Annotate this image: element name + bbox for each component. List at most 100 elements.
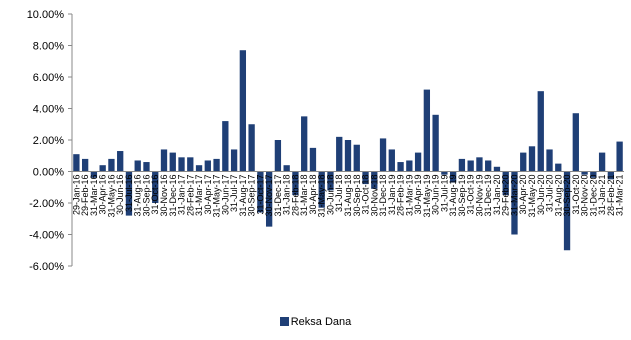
- bar: [520, 152, 527, 172]
- x-tick-label: 29-Jan-16: [71, 175, 81, 216]
- bar: [423, 89, 431, 172]
- bar: [125, 171, 133, 216]
- bar: [458, 158, 466, 172]
- x-tick-label: 30-Nov-20: [580, 175, 590, 217]
- bar: [555, 163, 562, 172]
- bar: [178, 157, 185, 172]
- x-tick-label: 31-Jan-21: [597, 175, 607, 216]
- bar: [441, 171, 448, 175]
- bar: [598, 152, 606, 172]
- x-tick-label: 31-Mar-19: [404, 175, 414, 217]
- bar: [546, 149, 553, 172]
- bar: [213, 158, 220, 172]
- bar: [195, 165, 203, 172]
- bar: [537, 91, 544, 172]
- x-tick-label: 30-Nov-16: [159, 175, 169, 217]
- x-tick-label: 31-Jul-18: [334, 175, 344, 213]
- legend-swatch: [279, 317, 289, 326]
- x-tick-label: 30-Sep-20: [562, 175, 572, 217]
- y-tick-label: 6.00%: [33, 72, 64, 84]
- bar: [502, 171, 509, 196]
- x-tick-label: 31-Jan-19: [387, 175, 397, 216]
- x-tick-label: 30-Sep-19: [457, 175, 467, 217]
- x-tick-label: 31-Jul-17: [229, 175, 239, 213]
- bar: [274, 140, 282, 172]
- bar: [73, 154, 80, 172]
- bar: [283, 165, 290, 172]
- bar: [485, 160, 492, 172]
- bar: [327, 171, 334, 191]
- x-tick-label: 30-Apr-18: [308, 175, 318, 215]
- bar: [160, 149, 168, 172]
- x-tick-label: 30-Sep-16: [141, 175, 151, 217]
- x-tick-label: 31-Jul-19: [439, 175, 449, 213]
- bar: [581, 171, 588, 175]
- bar: [265, 171, 273, 227]
- y-tick-label: -2.00%: [29, 198, 64, 210]
- y-tick-label: 2.00%: [33, 135, 64, 147]
- x-tick-label: 30-Nov-17: [264, 175, 274, 217]
- bar: [134, 160, 141, 172]
- bar: [222, 121, 229, 172]
- bar: [169, 152, 176, 172]
- x-tick-label: 31-Dec-16: [168, 175, 178, 217]
- x-tick-label: 31-Aug-18: [343, 175, 353, 217]
- bar: [406, 160, 413, 172]
- x-tick-label: 31-Jul-20: [545, 175, 555, 213]
- x-tick-label: 31-Aug-20: [553, 175, 563, 217]
- y-tick-label: 0.00%: [33, 167, 64, 179]
- x-tick-label: 28-Feb-21: [606, 175, 616, 217]
- x-tick-label: 31-May-16: [106, 175, 116, 218]
- bar: [362, 171, 369, 185]
- x-tick-label: 31-Dec-20: [588, 175, 598, 217]
- x-tick-label: 31-May-18: [317, 175, 327, 218]
- bar: [379, 138, 387, 172]
- x-tick-label: 30-Sep-18: [352, 175, 362, 217]
- bar: [528, 146, 536, 172]
- x-tick-label: 31-Mar-21: [615, 175, 625, 217]
- x-tick-label: 30-Jun-19: [431, 175, 441, 216]
- bar: [301, 116, 308, 172]
- bar: [143, 162, 150, 172]
- bar: [81, 158, 89, 172]
- x-tick-label: 31-Dec-18: [378, 175, 388, 217]
- bar: [563, 171, 571, 251]
- bar: [187, 157, 194, 172]
- bar: [117, 151, 124, 172]
- bar: [204, 160, 211, 172]
- bar: [230, 149, 238, 172]
- legend-label: Reksa Dana: [290, 316, 352, 328]
- x-tick-label: 29-Feb-20: [501, 175, 511, 217]
- x-tick-label: 30-Nov-18: [369, 175, 379, 217]
- bar: [318, 171, 325, 208]
- x-tick-label: 31-Mar-17: [194, 175, 204, 217]
- x-tick-label: 31-Oct-17: [255, 175, 265, 215]
- bar: [353, 144, 360, 172]
- x-tick-label: 31-Aug-19: [448, 175, 458, 217]
- bar: [607, 171, 615, 180]
- bar: [309, 147, 317, 172]
- bar: [476, 157, 483, 172]
- x-tick-label: 30-Apr-20: [518, 175, 528, 215]
- y-tick-label: -6.00%: [29, 261, 64, 273]
- bar: [616, 141, 623, 172]
- x-tick-label: 31-Dec-19: [483, 175, 493, 217]
- x-tick-label: 30-Sep-17: [247, 175, 257, 217]
- bar: [371, 171, 378, 189]
- x-tick-label: 31-May-19: [422, 175, 432, 218]
- x-tick-label: 31-Oct-16: [150, 175, 160, 215]
- x-tick-label: 31-May-17: [212, 174, 222, 217]
- bar: [152, 171, 159, 203]
- bar: [493, 166, 501, 172]
- x-tick-label: 30-Apr-19: [413, 175, 423, 215]
- x-tick-label: 31-Oct-20: [571, 175, 581, 215]
- bar: [432, 114, 439, 172]
- bar: [90, 171, 98, 178]
- bar: [449, 171, 457, 183]
- x-tick-label: 30-Jun-20: [536, 175, 546, 216]
- y-tick-label: 10.00%: [27, 9, 65, 21]
- bar: [336, 136, 343, 172]
- x-tick-label: 31-Oct-18: [361, 175, 371, 215]
- bar: [397, 162, 404, 172]
